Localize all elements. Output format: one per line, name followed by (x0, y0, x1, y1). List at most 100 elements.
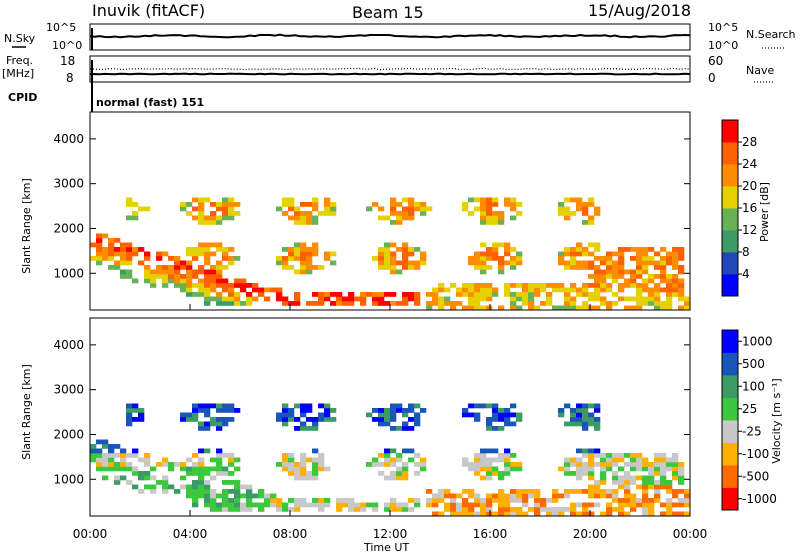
power-cell (498, 260, 505, 266)
power-cell (204, 301, 211, 306)
velocity-cell (594, 417, 601, 422)
velocity-cell (282, 453, 289, 458)
power-cell (498, 220, 505, 225)
velocity-cell (570, 421, 577, 427)
power-cell (588, 265, 595, 270)
velocity-cell (582, 421, 589, 427)
power-cell (228, 215, 235, 221)
velocity-cell (474, 403, 481, 409)
power-cell (156, 251, 163, 257)
power-cell (420, 260, 427, 266)
velocity-cell (648, 498, 655, 503)
velocity-cell (474, 511, 481, 517)
power-cell (288, 197, 295, 203)
velocity-ytick-label: 3000 (53, 383, 84, 397)
velocity-cell (420, 408, 427, 413)
power-cell (246, 301, 253, 306)
velocity-cell (468, 502, 475, 508)
power-cell (510, 256, 517, 261)
power-cell (492, 220, 499, 225)
power-cell (582, 251, 589, 257)
power-cell (672, 292, 679, 297)
power-cell (582, 260, 589, 266)
velocity-cell (420, 466, 427, 472)
velocity-cell (120, 453, 127, 458)
power-cell (228, 247, 235, 252)
velocity-cell (468, 507, 475, 512)
velocity-cell (504, 453, 511, 458)
power-cell (618, 265, 625, 270)
velocity-cell (672, 457, 679, 463)
power-cell (426, 301, 433, 306)
power-cell (660, 260, 667, 266)
velocity-cell (144, 453, 151, 458)
nave-tick-high: 60 (708, 54, 723, 68)
velocity-cell (510, 498, 517, 503)
power-cell (384, 215, 391, 221)
power-cell (462, 202, 469, 207)
velocity-cell (234, 498, 241, 503)
velocity-cell (276, 502, 283, 508)
power-cell (564, 260, 571, 266)
velocity-cell (480, 498, 487, 503)
power-cell (192, 283, 199, 288)
velocity-cell (516, 507, 523, 512)
power-cell (198, 265, 205, 270)
velocity-cell (564, 466, 571, 472)
power-cell (636, 287, 643, 293)
velocity-cell (588, 484, 595, 490)
power-cell (96, 251, 103, 257)
power-cell (144, 278, 151, 284)
power-cell (138, 260, 145, 266)
power-cell (312, 202, 319, 207)
velocity-cell (498, 408, 505, 413)
velocity-cell (492, 417, 499, 422)
velocity-cell (282, 421, 289, 427)
velocity-cell (162, 480, 169, 485)
velocity-cell (300, 403, 307, 409)
power-cell (534, 283, 541, 288)
power-cell (570, 197, 577, 203)
power-cell (204, 215, 211, 221)
power-cell (306, 265, 313, 270)
power-cell (516, 256, 523, 261)
power-cell (294, 247, 301, 252)
power-cell (552, 287, 559, 293)
velocity-cell (144, 471, 151, 476)
velocity-cell (648, 471, 655, 476)
velocity-cell (102, 475, 109, 481)
velocity-cell (372, 502, 379, 508)
power-cell (594, 265, 601, 270)
velocity-cell (210, 489, 217, 494)
power-colorbar-tick-label: 4 (742, 267, 750, 281)
power-cell (684, 305, 691, 311)
power-cell (444, 301, 451, 306)
nsearch-tick-high: 10^5 (708, 21, 738, 34)
power-cell (582, 247, 589, 252)
velocity-cell (408, 403, 415, 409)
velocity-cell (636, 475, 643, 481)
velocity-cell (534, 511, 541, 517)
velocity-cell (96, 439, 103, 445)
power-cell (570, 296, 577, 302)
velocity-cell (660, 502, 667, 508)
velocity-cell (480, 511, 487, 517)
velocity-cell (120, 448, 127, 454)
power-cell (174, 278, 181, 284)
power-cell (474, 296, 481, 302)
velocity-cell (492, 412, 499, 418)
velocity-cell (624, 475, 631, 481)
power-cell (486, 296, 493, 302)
power-cell (312, 215, 319, 221)
power-cell (642, 296, 649, 302)
power-cell (468, 256, 475, 261)
velocity-cell (222, 466, 229, 472)
power-cell (636, 305, 643, 311)
power-cell (438, 283, 445, 288)
power-cell (252, 283, 259, 288)
power-cell (594, 278, 601, 284)
power-cell (564, 265, 571, 270)
power-cell (666, 301, 673, 306)
power-cell (276, 260, 283, 266)
